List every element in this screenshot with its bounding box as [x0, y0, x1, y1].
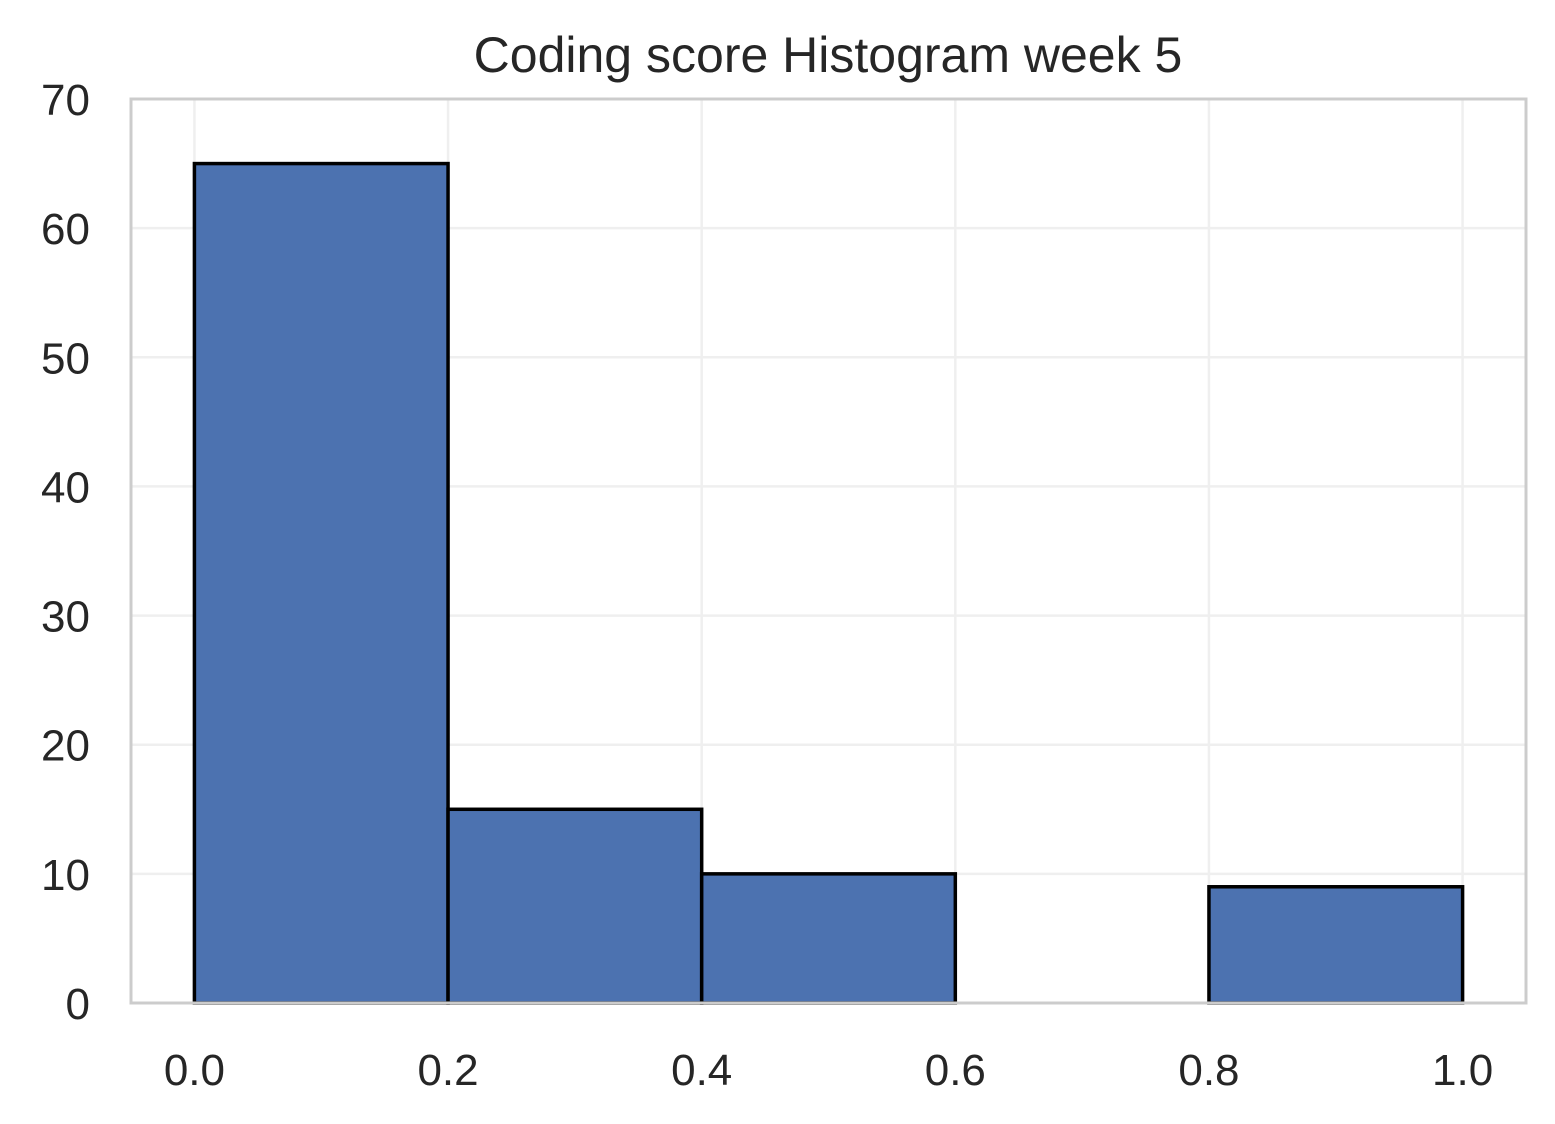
y-tick-labels: 0 10 20 30 40 50 60 70	[41, 76, 90, 1029]
histogram-bar	[192, 161, 450, 1005]
x-tick-label: 0.0	[164, 1046, 225, 1095]
chart-title: Coding score Histogram week 5	[474, 27, 1183, 83]
y-tick-label: 0	[66, 980, 90, 1029]
x-tick-labels: 0.0 0.2 0.4 0.6 0.8 1.0	[164, 1046, 1493, 1095]
x-tick-label: 0.4	[671, 1046, 732, 1095]
histogram-bar	[446, 807, 704, 1005]
y-tick-label: 20	[41, 722, 90, 771]
y-tick-label: 30	[41, 593, 90, 642]
bars	[192, 161, 1465, 1005]
y-tick-label: 40	[41, 463, 90, 512]
x-tick-label: 0.8	[1178, 1046, 1239, 1095]
y-tick-label: 70	[41, 76, 90, 125]
x-tick-label: 1.0	[1432, 1046, 1493, 1095]
y-tick-label: 10	[41, 851, 90, 900]
histogram-bar	[699, 872, 958, 1005]
plot-frame	[129, 97, 1528, 1005]
x-tick-label: 0.6	[925, 1046, 986, 1095]
y-tick-label: 60	[41, 205, 90, 254]
histogram-bar	[1207, 885, 1465, 1005]
y-tick-label: 50	[41, 334, 90, 383]
x-tick-label: 0.2	[417, 1046, 478, 1095]
